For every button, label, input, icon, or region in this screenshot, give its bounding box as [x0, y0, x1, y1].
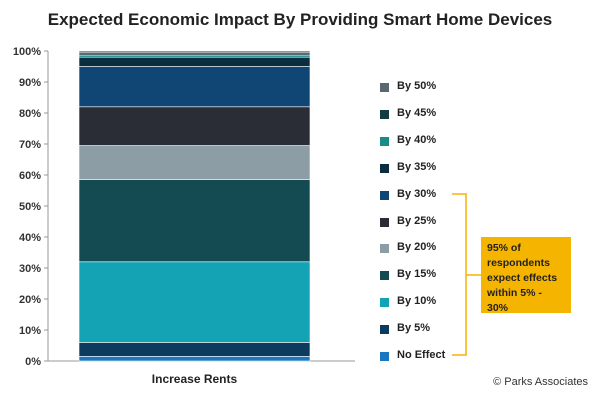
legend-label: By 30% [397, 187, 437, 200]
chart-title: Expected Economic Impact By Providing Sm… [47, 10, 553, 29]
legend-label: By 15% [397, 268, 437, 281]
y-tick-label: 50% [19, 201, 41, 213]
y-tick-label: 10% [19, 325, 41, 337]
y-tick-label: 0% [25, 356, 41, 368]
legend-label: By 45% [397, 106, 437, 119]
legend-swatch [380, 109, 389, 119]
legend-label: By 5% [397, 322, 431, 335]
y-tick-label: 40% [19, 232, 41, 244]
bar-segment-by-50- [78, 50, 311, 54]
legend-swatch [380, 163, 389, 173]
y-tick-label: 70% [19, 139, 41, 151]
legend-label: By 35% [397, 160, 437, 173]
bar-segment-by-25- [78, 106, 311, 146]
y-tick-label: 80% [19, 108, 41, 120]
legend-swatch [380, 244, 389, 254]
legend-swatch [380, 325, 389, 335]
legend-label: By 10% [397, 295, 437, 308]
legend-swatch [380, 190, 389, 200]
legend-label: By 25% [397, 214, 437, 227]
legend-swatch [380, 217, 389, 227]
callout-box: 95% of respondents expect effects within… [481, 237, 571, 314]
legend-label: No Effect [397, 349, 446, 361]
bar-segment-by-15- [78, 179, 311, 263]
y-tick-label: 30% [19, 263, 41, 275]
y-tick-label: 90% [19, 77, 41, 89]
legend-swatch [380, 271, 389, 281]
legend-swatch [380, 136, 389, 146]
x-category-label: Increase Rents [152, 372, 238, 386]
legend-label: By 40% [397, 133, 437, 146]
y-tick-label: 60% [19, 170, 41, 182]
legend-swatch [380, 352, 389, 361]
y-tick-label: 100% [13, 46, 41, 58]
y-tick-label: 20% [19, 294, 41, 306]
copyright-text: © Parks Associates [493, 376, 588, 388]
legend-swatch [380, 83, 389, 92]
bar-segment-by-20- [78, 145, 311, 180]
legend-label: By 50% [397, 80, 437, 92]
bar-segment-by-30- [78, 66, 311, 108]
bar-segment-by-10- [78, 261, 311, 343]
legend-label: By 20% [397, 241, 437, 254]
legend-swatch [380, 298, 389, 308]
